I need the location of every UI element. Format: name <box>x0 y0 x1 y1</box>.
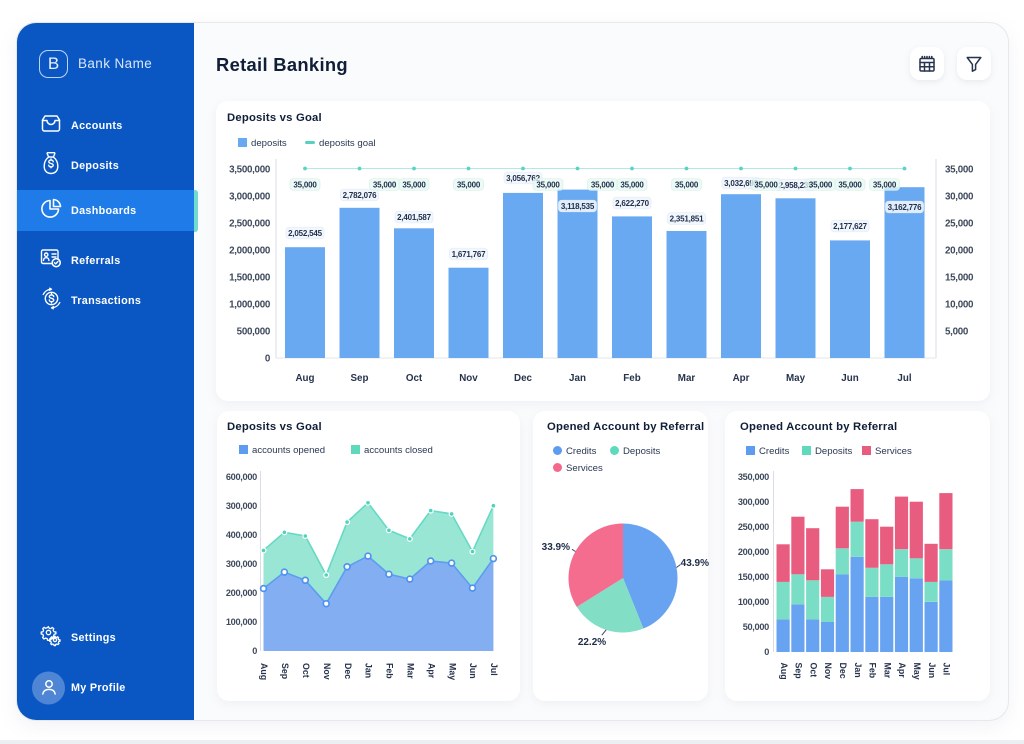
svg-text:1,671,767: 1,671,767 <box>452 250 487 259</box>
svg-text:3,032,693: 3,032,693 <box>724 179 759 188</box>
svg-text:100,000: 100,000 <box>226 617 257 627</box>
svg-text:10,000: 10,000 <box>945 299 974 310</box>
svg-text:Nov: Nov <box>322 663 332 680</box>
svg-text:Apr: Apr <box>897 663 907 679</box>
svg-text:Dec: Dec <box>838 663 848 679</box>
svg-text:May: May <box>447 663 457 680</box>
svg-text:May: May <box>786 373 806 384</box>
svg-text:3,162,776: 3,162,776 <box>888 203 923 212</box>
svg-text:300,000: 300,000 <box>738 497 769 507</box>
svg-text:Mar: Mar <box>405 663 415 679</box>
svg-text:Mar: Mar <box>678 373 696 384</box>
svg-text:300,000: 300,000 <box>226 559 257 569</box>
svg-text:30,000: 30,000 <box>945 191 974 202</box>
svg-text:35,000: 35,000 <box>457 180 481 189</box>
svg-text:Nov: Nov <box>823 663 833 680</box>
svg-text:600,000: 600,000 <box>226 472 257 482</box>
svg-text:0: 0 <box>764 647 769 657</box>
svg-text:Dec: Dec <box>514 373 533 384</box>
svg-text:33.9%: 33.9% <box>542 542 570 553</box>
svg-text:2,622,270: 2,622,270 <box>615 199 650 208</box>
svg-text:20,000: 20,000 <box>945 245 974 256</box>
svg-text:35,000: 35,000 <box>945 164 974 175</box>
svg-text:22.2%: 22.2% <box>578 637 606 648</box>
svg-text:35,000: 35,000 <box>373 180 397 189</box>
svg-text:Feb: Feb <box>868 663 878 679</box>
svg-text:35,000: 35,000 <box>754 180 778 189</box>
svg-text:5,000: 5,000 <box>945 326 969 337</box>
svg-text:Apr: Apr <box>426 663 436 679</box>
svg-text:350,000: 350,000 <box>738 472 769 482</box>
svg-text:Sep: Sep <box>794 663 804 680</box>
svg-text:Oct: Oct <box>406 373 423 384</box>
svg-text:Jun: Jun <box>468 663 478 679</box>
svg-text:1,500,000: 1,500,000 <box>229 272 271 283</box>
svg-text:Aug: Aug <box>779 663 789 680</box>
svg-text:150,000: 150,000 <box>738 572 769 582</box>
svg-text:Feb: Feb <box>385 663 395 679</box>
svg-text:35,000: 35,000 <box>536 180 560 189</box>
svg-text:3,500,000: 3,500,000 <box>229 164 271 175</box>
svg-text:Jul: Jul <box>897 373 911 384</box>
svg-text:2,177,627: 2,177,627 <box>833 222 868 231</box>
svg-text:3,000,000: 3,000,000 <box>229 191 271 202</box>
svg-text:2,782,076: 2,782,076 <box>343 191 378 200</box>
svg-text:35,000: 35,000 <box>873 180 897 189</box>
svg-text:Sep: Sep <box>351 373 369 384</box>
svg-text:2,351,851: 2,351,851 <box>670 214 705 223</box>
svg-text:2,052,545: 2,052,545 <box>288 229 323 238</box>
svg-text:35,000: 35,000 <box>620 180 644 189</box>
svg-text:400,000: 400,000 <box>226 530 257 540</box>
svg-text:Jun: Jun <box>841 373 858 384</box>
svg-text:2,401,587: 2,401,587 <box>397 213 432 222</box>
svg-text:15,000: 15,000 <box>945 272 974 283</box>
svg-text:Jan: Jan <box>364 663 374 678</box>
svg-text:0: 0 <box>265 353 271 364</box>
svg-text:1,000,000: 1,000,000 <box>229 299 271 310</box>
svg-text:Jul: Jul <box>489 663 499 676</box>
svg-text:Mar: Mar <box>882 663 892 679</box>
svg-text:Jan: Jan <box>569 373 586 384</box>
svg-text:2,500,000: 2,500,000 <box>229 218 271 229</box>
svg-text:35,000: 35,000 <box>809 180 833 189</box>
svg-text:35,000: 35,000 <box>402 180 426 189</box>
svg-text:200,000: 200,000 <box>738 547 769 557</box>
svg-text:Aug: Aug <box>295 373 314 384</box>
svg-text:2,000,000: 2,000,000 <box>229 245 271 256</box>
svg-text:Jan: Jan <box>853 663 863 678</box>
svg-text:250,000: 250,000 <box>738 522 769 532</box>
svg-text:35,000: 35,000 <box>675 180 699 189</box>
svg-text:35,000: 35,000 <box>838 180 862 189</box>
svg-text:2,958,235: 2,958,235 <box>779 181 814 190</box>
svg-text:Sep: Sep <box>280 663 290 680</box>
svg-text:May: May <box>912 663 922 680</box>
svg-text:Dec: Dec <box>343 663 353 679</box>
svg-text:Feb: Feb <box>623 373 640 384</box>
svg-text:0: 0 <box>252 646 257 656</box>
svg-text:200,000: 200,000 <box>226 588 257 598</box>
svg-text:50,000: 50,000 <box>743 622 769 632</box>
svg-text:Apr: Apr <box>733 373 750 384</box>
svg-text:25,000: 25,000 <box>945 218 974 229</box>
svg-text:300,000: 300,000 <box>226 501 257 511</box>
svg-text:Jun: Jun <box>927 663 937 679</box>
svg-text:Nov: Nov <box>459 373 478 384</box>
svg-text:100,000: 100,000 <box>738 597 769 607</box>
svg-text:3,056,762: 3,056,762 <box>506 174 541 183</box>
svg-text:Jul: Jul <box>942 663 952 676</box>
svg-text:Aug: Aug <box>259 663 269 680</box>
svg-text:3,118,535: 3,118,535 <box>561 202 595 211</box>
svg-text:35,000: 35,000 <box>591 180 615 189</box>
svg-text:Oct: Oct <box>808 663 818 678</box>
svg-text:Oct: Oct <box>301 663 311 678</box>
svg-text:43.9%: 43.9% <box>681 558 709 569</box>
svg-text:500,000: 500,000 <box>237 326 271 337</box>
svg-text:35,000: 35,000 <box>293 180 317 189</box>
